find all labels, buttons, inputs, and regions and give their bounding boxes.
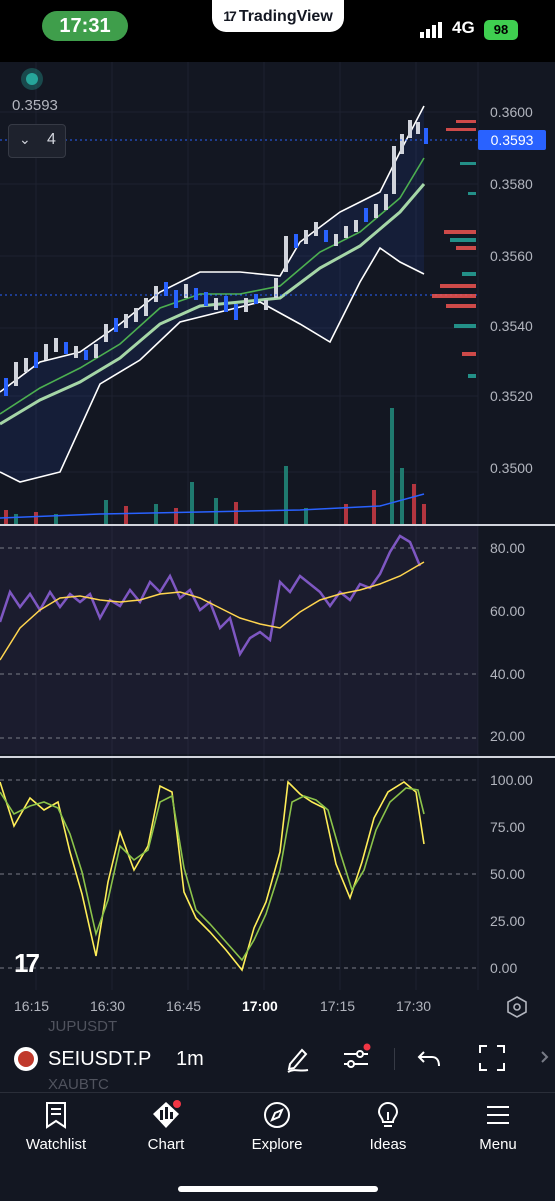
toolbar-separator (394, 1048, 395, 1070)
watchlist-icon (46, 1102, 66, 1129)
stochastic-k-line (0, 780, 425, 972)
time-label: 16:45 (166, 998, 202, 1014)
bottom-navigation (0, 1092, 555, 1201)
stoch-scale-label: 100.00 (490, 772, 533, 788)
next-symbol-hint: XAUBTC (48, 1076, 109, 1093)
previous-symbol-hint: JUPUSDT (48, 1018, 118, 1035)
time-label: 16:15 (14, 998, 50, 1014)
price-label: 0.3540 (490, 318, 533, 334)
signal-strength-icon (420, 22, 442, 38)
stoch-scale-label: 25.00 (490, 913, 526, 929)
nav-chart[interactable]: Chart (116, 1100, 216, 1153)
chart-drawing (0, 62, 479, 990)
battery-icon: 98 (484, 20, 518, 40)
compass-icon (264, 1102, 290, 1128)
status-time: 17:31 (42, 11, 128, 41)
home-indicator[interactable] (178, 1186, 378, 1192)
price-label: 0.3580 (490, 176, 533, 192)
nav-menu[interactable]: Menu (448, 1100, 548, 1153)
volume-profile (432, 120, 476, 378)
stoch-scale-label: 75.00 (490, 819, 526, 835)
nav-explore-label: Explore (251, 1136, 303, 1153)
volume-average-line (0, 493, 425, 519)
legend-price: 0.3593 (12, 97, 58, 114)
bollinger-upper-band (0, 105, 425, 393)
pane-divider-rsi[interactable] (0, 524, 555, 526)
price-label: 0.3600 (490, 104, 533, 120)
nav-chart-label: Chart (147, 1136, 185, 1153)
live-status-dot (26, 73, 38, 85)
symbol-toolbar (0, 1024, 555, 1092)
drawing-tools-icon[interactable] (282, 1042, 314, 1074)
rsi-scale-label: 20.00 (490, 728, 526, 744)
rsi-moving-average (0, 561, 425, 661)
tradingview-watermark-icon: 17 (14, 948, 40, 978)
rsi-scale-label: 40.00 (490, 666, 526, 682)
nav-watchlist-label: Watchlist (25, 1136, 87, 1153)
fullscreen-icon[interactable] (476, 1042, 508, 1074)
moving-average-slow (0, 183, 426, 426)
undo-icon[interactable] (414, 1042, 446, 1074)
tradingview-badge[interactable]: 17 TradingView (212, 0, 344, 32)
time-label: 17:30 (396, 998, 432, 1014)
chart-settings-icon[interactable] (506, 996, 528, 1018)
price-label: 0.3520 (490, 388, 533, 404)
chart-icon (153, 1100, 181, 1128)
time-label: 17:15 (320, 998, 356, 1014)
price-label: 0.3560 (490, 248, 533, 264)
tradingview-badge-label: TradingView (238, 8, 333, 25)
indicators-toggle-button[interactable]: ⌄ 4 (8, 124, 66, 158)
network-type: 4G (452, 18, 475, 37)
lightbulb-icon (377, 1101, 399, 1127)
redo-icon-partial[interactable] (538, 1042, 555, 1074)
nav-ideas-label: Ideas (369, 1136, 407, 1153)
candlesticks (4, 120, 428, 396)
tradingview-logo-icon: 17 (223, 8, 237, 24)
rsi-line (0, 534, 422, 658)
indicator-count: 4 (47, 131, 56, 148)
hamburger-menu-icon (487, 1106, 509, 1124)
symbol-selector[interactable]: SEIUSDT.P (48, 1048, 152, 1070)
nav-ideas[interactable]: Ideas (338, 1100, 438, 1153)
current-price-badge: 0.3593 (478, 130, 546, 150)
moving-average-fast (0, 157, 425, 415)
battery-level: 98 (493, 22, 509, 37)
chevron-down-icon: ⌄ (19, 131, 31, 147)
nav-watchlist[interactable]: Watchlist (6, 1100, 106, 1153)
indicators-settings-icon[interactable] (340, 1042, 372, 1074)
pane-divider-stoch[interactable] (0, 756, 555, 758)
stoch-scale-label: 50.00 (490, 866, 526, 882)
stochastic-d-line (0, 787, 425, 962)
bollinger-lower-band (0, 246, 425, 483)
time-label: 17:00 (242, 998, 278, 1014)
symbol-logo-icon (14, 1047, 38, 1071)
nav-menu-label: Menu (479, 1136, 517, 1153)
stoch-scale-label: 0.00 (490, 960, 518, 976)
time-label: 16:30 (90, 998, 126, 1014)
nav-explore[interactable]: Explore (227, 1100, 327, 1153)
rsi-scale-label: 60.00 (490, 603, 526, 619)
price-label: 0.3500 (490, 460, 533, 476)
time-axis[interactable] (0, 990, 555, 1024)
rsi-scale-label: 80.00 (490, 540, 526, 556)
interval-selector[interactable]: 1m (176, 1048, 204, 1070)
